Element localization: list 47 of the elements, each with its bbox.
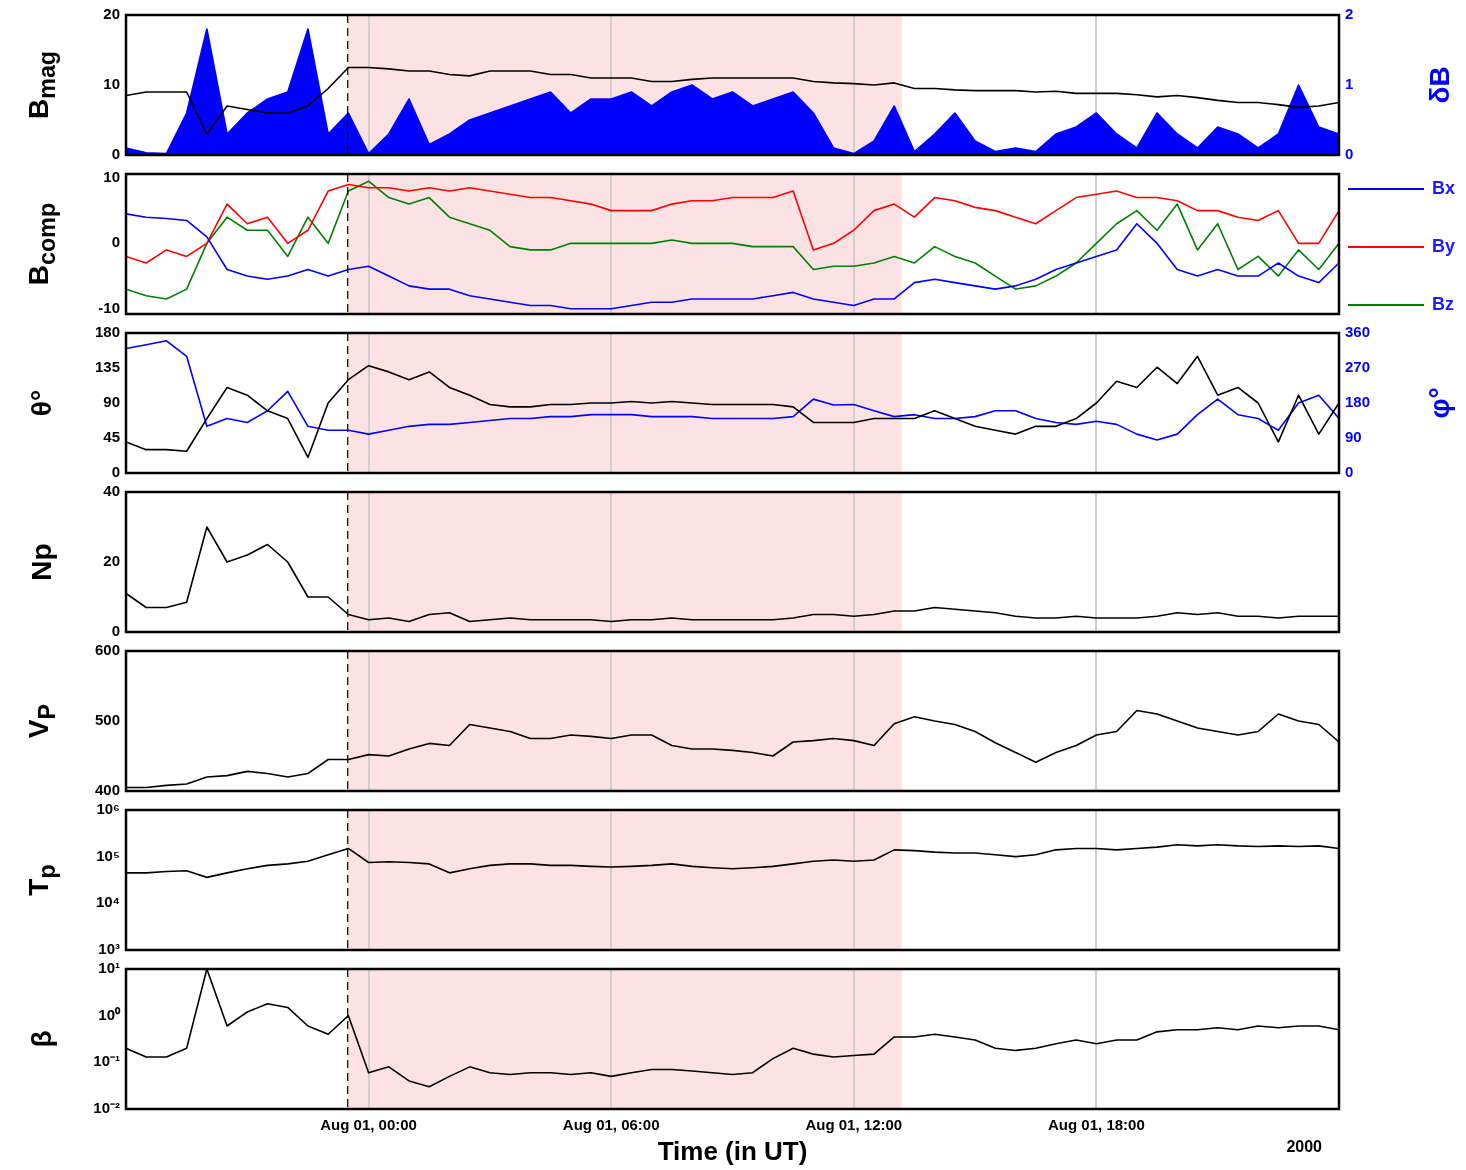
y-tick-label: -10 — [98, 298, 120, 316]
y-tick-label: 180 — [94, 323, 120, 341]
y-tick-label: 10⁻² — [93, 1099, 120, 1117]
x-tick-label: Aug 01, 18:00 — [1048, 1116, 1145, 1134]
y2-tick-label: 360 — [1345, 323, 1371, 341]
y2-tick-label: 1 — [1345, 75, 1354, 93]
legend-label: By — [1432, 236, 1456, 257]
y-tick-label: 500 — [94, 711, 120, 729]
y-tick-label: 90 — [103, 393, 120, 411]
y-tick-label: 0 — [111, 233, 120, 251]
y-tick-label: 10³ — [98, 940, 120, 958]
x-tick-label: Aug 01, 00:00 — [320, 1116, 417, 1134]
y-tick-label: 10⁴ — [95, 893, 120, 911]
y-tick-label: 400 — [94, 781, 120, 799]
y-tick-label: 10 — [103, 75, 120, 93]
y2-tick-label: 2 — [1345, 5, 1354, 23]
y-tick-label: 0 — [111, 622, 120, 640]
y-tick-label: 135 — [94, 358, 120, 376]
x-axis-title: Time (in UT) — [657, 1135, 808, 1167]
y2-tick-label: 180 — [1345, 393, 1371, 411]
y-tick-label: 10⁵ — [96, 846, 120, 864]
y-tick-label: 600 — [94, 641, 120, 659]
legend-label: Bx — [1432, 178, 1456, 199]
y-tick-label: 10 — [103, 168, 120, 186]
y-tick-label: 10⁶ — [96, 800, 120, 818]
y2-tick-label: 0 — [1345, 463, 1354, 481]
y-tick-label: 45 — [103, 428, 120, 446]
y-tick-label: 0 — [111, 145, 120, 163]
y-tick-label: 0 — [111, 463, 120, 481]
text: 2000 — [1286, 1138, 1322, 1156]
y-tick-label: 10¹ — [98, 959, 120, 977]
y-tick-label: 40 — [103, 482, 120, 500]
y2-axis-title: δB — [1424, 66, 1456, 104]
y2-tick-label: 0 — [1345, 145, 1354, 163]
y-axis-title: Np — [26, 543, 58, 581]
x-tick-label: Aug 01, 12:00 — [805, 1116, 903, 1134]
y-tick-label: 20 — [103, 5, 120, 23]
y2-tick-label: 90 — [1345, 428, 1362, 446]
y-tick-label: 10⁻¹ — [93, 1052, 120, 1070]
y-axis-title: β — [26, 1030, 58, 1048]
y2-axis-title: φ° — [1424, 387, 1456, 419]
x-tick-label: Aug 01, 06:00 — [562, 1116, 660, 1134]
y-tick-label: 20 — [103, 552, 120, 570]
y2-tick-label: 270 — [1345, 358, 1371, 376]
y-tick-label: 10⁰ — [98, 1005, 121, 1023]
y-axis-title: θ° — [26, 389, 58, 417]
legend-label: Bz — [1432, 294, 1454, 315]
